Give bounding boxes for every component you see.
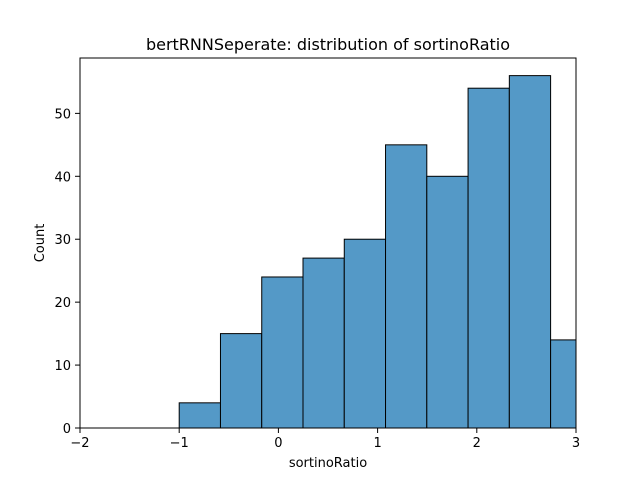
y-axis-ticks: 0 10 20 30 40 50 <box>54 107 80 437</box>
x-tick-label-4: 2 <box>473 436 481 451</box>
histogram-bar-8 <box>508 75 552 429</box>
histogram-bar-1 <box>219 333 263 429</box>
bars-group <box>178 75 577 429</box>
histogram-bar-0 <box>178 402 221 429</box>
histogram-bar-4 <box>343 238 387 429</box>
y-axis-label: Count <box>33 224 48 263</box>
y-tick-label-3: 30 <box>54 233 71 248</box>
x-tick-label-0: −2 <box>70 436 89 451</box>
y-tick-label-2: 20 <box>54 296 71 311</box>
histogram-bar-3 <box>302 257 345 429</box>
x-axis-label: sortinoRatio <box>289 456 367 471</box>
y-tick-label-0: 0 <box>63 422 71 437</box>
histogram-bar-6 <box>426 175 469 429</box>
histogram-bar-9 <box>550 339 577 429</box>
y-tick-label-1: 10 <box>54 359 71 374</box>
x-tick-label-5: 3 <box>572 436 580 451</box>
histogram-bar-7 <box>467 87 510 429</box>
x-tick-label-2: 0 <box>274 436 282 451</box>
histogram-bar-2 <box>261 276 304 429</box>
chart-title: bertRNNSeperate: distribution of sortino… <box>146 35 510 54</box>
x-tick-label-3: 1 <box>373 436 381 451</box>
x-tick-label-1: −1 <box>170 436 189 451</box>
histogram-bar-5 <box>385 144 428 429</box>
x-axis-ticks: −2 −1 0 1 2 3 <box>70 428 580 451</box>
y-tick-label-4: 40 <box>54 170 71 185</box>
y-tick-label-5: 50 <box>54 107 71 122</box>
plot-frame <box>79 57 577 429</box>
